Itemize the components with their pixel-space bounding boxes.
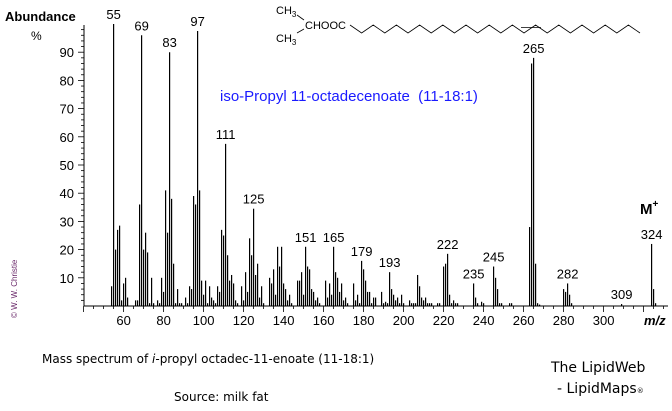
peak-label: 83 — [162, 35, 176, 50]
x-tick-label: 160 — [313, 313, 335, 328]
peak-label: 245 — [483, 250, 505, 265]
peaks — [110, 24, 657, 306]
y-tick-label: 30 — [60, 214, 74, 229]
x-tick-label: 200 — [393, 313, 415, 328]
peak-label: 235 — [463, 266, 485, 281]
y-tick-label: 40 — [60, 186, 74, 201]
x-tick-label: 240 — [473, 313, 495, 328]
peak-label: 55 — [106, 7, 120, 22]
y-tick-label: 60 — [60, 130, 74, 145]
structure-ch3-top: CH3 — [276, 5, 297, 19]
x-tick-label: 300 — [593, 313, 615, 328]
x-tick-label: 100 — [193, 313, 215, 328]
y-tick-label: 80 — [60, 73, 74, 88]
structure-ester: CHOOC — [305, 20, 346, 32]
peak-label: 97 — [190, 14, 204, 29]
alkyl-chain — [349, 24, 641, 34]
chart-title: iso-Propyl 11-octadecenoate (11-18:1) — [220, 88, 478, 105]
x-tick-label: 120 — [233, 313, 255, 328]
structure-diagram: CH3 CH3 CHOOC — [276, 5, 641, 47]
x-tick-label: 60 — [116, 313, 130, 328]
y-tick-label: 10 — [60, 271, 74, 286]
x-tick-label: 80 — [156, 313, 170, 328]
source-text: Source: milk fat — [174, 390, 269, 404]
y-tick-label: 70 — [60, 102, 74, 117]
peak-label: 324 — [641, 227, 663, 242]
brand-line2: - LipidMaps® — [557, 381, 644, 397]
caption: Mass spectrum of i-propyl octadec-11-eno… — [42, 352, 375, 366]
peak-label: 222 — [437, 237, 459, 252]
y-tick-label: 20 — [60, 243, 74, 258]
x-tick-label: 220 — [433, 313, 455, 328]
x-tick-label: 180 — [353, 313, 375, 328]
peak-label: 69 — [134, 18, 148, 33]
copyright-text: © W. W. Christie — [10, 259, 19, 318]
peak-label: 193 — [379, 255, 401, 270]
x-tick-label: 140 — [273, 313, 295, 328]
peak-label: 309 — [611, 287, 633, 302]
x-tick-label: 260 — [513, 313, 535, 328]
y-axis-label: Abundance — [5, 9, 76, 24]
peak-label: 282 — [557, 266, 579, 281]
structure-ch3-bottom: CH3 — [276, 33, 297, 47]
peak-label: 125 — [243, 192, 265, 207]
peak-label: 265 — [523, 41, 545, 56]
brand-line1: The LipidWeb — [551, 360, 646, 376]
y-axis-unit: % — [31, 29, 42, 43]
y-tick-label: 90 — [60, 45, 74, 60]
peak-label: 151 — [295, 230, 317, 245]
x-tick-label: 280 — [553, 313, 575, 328]
molecular-ion-label: M+ — [640, 199, 659, 218]
y-tick-label: 50 — [60, 158, 74, 173]
peak-label: 111 — [216, 127, 236, 142]
axes: 10 20 30 40 50 60 70 80 90 60 80 100 120 140 160 180 200… — [60, 25, 668, 328]
peak-label: 179 — [351, 244, 373, 259]
x-axis-label: m/z — [644, 313, 666, 328]
peak-label: 165 — [323, 230, 345, 245]
